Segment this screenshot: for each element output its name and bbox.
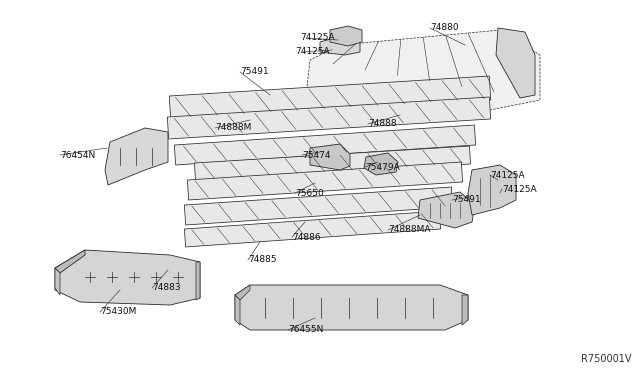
Polygon shape bbox=[305, 30, 540, 125]
Text: 75491: 75491 bbox=[452, 196, 481, 205]
Polygon shape bbox=[174, 125, 476, 165]
Polygon shape bbox=[167, 97, 491, 139]
Text: 74125A: 74125A bbox=[295, 48, 330, 57]
Text: 74886: 74886 bbox=[292, 232, 321, 241]
Text: 75479A: 75479A bbox=[365, 163, 400, 171]
Polygon shape bbox=[235, 285, 468, 330]
Text: 74125A: 74125A bbox=[300, 33, 335, 42]
Polygon shape bbox=[496, 28, 535, 98]
Polygon shape bbox=[188, 162, 463, 200]
Text: 74888: 74888 bbox=[368, 119, 397, 128]
Text: 74125A: 74125A bbox=[502, 185, 536, 193]
Polygon shape bbox=[235, 295, 240, 325]
Text: 75491: 75491 bbox=[240, 67, 269, 77]
Polygon shape bbox=[364, 153, 398, 175]
Polygon shape bbox=[310, 144, 350, 170]
Polygon shape bbox=[184, 211, 440, 247]
Text: 76455N: 76455N bbox=[288, 326, 323, 334]
Text: 74883: 74883 bbox=[152, 283, 180, 292]
Text: 75430M: 75430M bbox=[100, 308, 136, 317]
Text: R750001V: R750001V bbox=[582, 354, 632, 364]
Polygon shape bbox=[235, 285, 250, 300]
Polygon shape bbox=[184, 187, 452, 225]
Text: 74888MA: 74888MA bbox=[388, 225, 431, 234]
Polygon shape bbox=[55, 268, 60, 295]
Text: 75650: 75650 bbox=[295, 189, 324, 198]
Polygon shape bbox=[418, 192, 475, 228]
Text: 74880: 74880 bbox=[430, 23, 459, 32]
Polygon shape bbox=[195, 146, 470, 181]
Polygon shape bbox=[55, 250, 85, 273]
Polygon shape bbox=[330, 26, 362, 46]
Polygon shape bbox=[105, 128, 168, 185]
Polygon shape bbox=[55, 250, 200, 305]
Polygon shape bbox=[169, 76, 491, 120]
Text: 75474: 75474 bbox=[302, 151, 330, 160]
Polygon shape bbox=[320, 35, 360, 55]
Polygon shape bbox=[468, 165, 516, 215]
Polygon shape bbox=[196, 262, 200, 300]
Polygon shape bbox=[462, 295, 468, 325]
Text: 74888M: 74888M bbox=[215, 124, 252, 132]
Text: 74125A: 74125A bbox=[490, 170, 525, 180]
Text: 76454N: 76454N bbox=[60, 151, 95, 160]
Text: 74885: 74885 bbox=[248, 256, 276, 264]
